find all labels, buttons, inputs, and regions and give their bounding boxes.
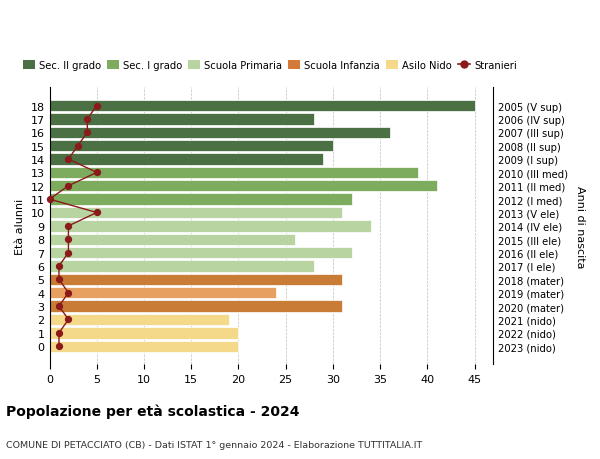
Bar	[50, 274, 343, 285]
Point	[64, 290, 73, 297]
Point	[54, 276, 64, 283]
Point	[54, 303, 64, 310]
Bar	[50, 221, 371, 232]
Bar	[50, 314, 229, 325]
Point	[64, 156, 73, 163]
Point	[92, 103, 101, 110]
Bar	[50, 101, 475, 112]
Point	[64, 249, 73, 257]
Bar	[50, 168, 418, 179]
Point	[83, 116, 92, 123]
Bar	[50, 194, 352, 205]
Bar	[50, 261, 314, 272]
Point	[54, 343, 64, 350]
Point	[92, 169, 101, 177]
Bar	[50, 301, 343, 312]
Point	[92, 209, 101, 217]
Point	[45, 196, 55, 203]
Bar	[50, 207, 343, 218]
Point	[83, 129, 92, 137]
Bar	[50, 287, 276, 299]
Bar	[50, 234, 295, 246]
Point	[64, 236, 73, 243]
Legend: Sec. II grado, Sec. I grado, Scuola Primaria, Scuola Infanzia, Asilo Nido, Stran: Sec. II grado, Sec. I grado, Scuola Prim…	[19, 57, 521, 75]
Bar	[50, 181, 437, 192]
Point	[64, 183, 73, 190]
Text: Popolazione per età scolastica - 2024: Popolazione per età scolastica - 2024	[6, 404, 299, 419]
Bar	[50, 154, 323, 165]
Point	[54, 263, 64, 270]
Point	[73, 143, 83, 150]
Bar	[50, 140, 333, 152]
Point	[64, 316, 73, 324]
Text: COMUNE DI PETACCIATO (CB) - Dati ISTAT 1° gennaio 2024 - Elaborazione TUTTITALIA: COMUNE DI PETACCIATO (CB) - Dati ISTAT 1…	[6, 441, 422, 449]
Bar	[50, 327, 238, 339]
Point	[54, 330, 64, 337]
Bar	[50, 247, 352, 259]
Bar	[50, 127, 389, 139]
Bar	[50, 114, 314, 125]
Bar	[50, 341, 238, 352]
Point	[64, 223, 73, 230]
Y-axis label: Età alunni: Età alunni	[15, 198, 25, 254]
Y-axis label: Anni di nascita: Anni di nascita	[575, 185, 585, 268]
